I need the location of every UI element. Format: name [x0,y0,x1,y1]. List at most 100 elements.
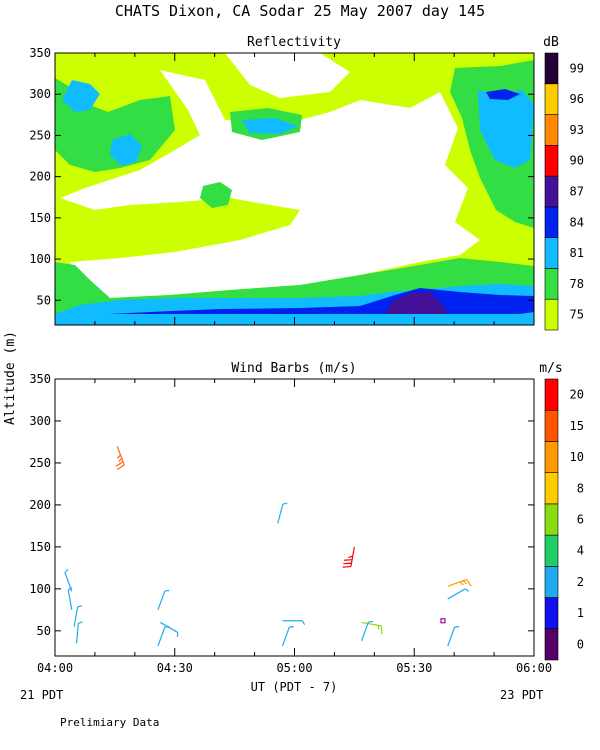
wind-barb [360,620,373,642]
x-sublabel-left: 21 PDT [20,688,63,702]
reflectivity-title: Reflectivity [247,35,341,50]
y-tick-label: 200 [29,170,51,184]
x-tick-label: 04:00 [37,661,73,675]
reflectivity-field [55,53,534,325]
colorbar-label: 96 [570,92,584,106]
wind-barb [73,605,83,627]
wind-barb [157,589,170,611]
field-region-white-top [225,53,350,98]
reflectivity-y-axis: 50 100 150 200 250 300 350 [29,46,534,307]
colorbar-swatch [544,206,559,238]
reflectivity-colorbar: 75 78 81 84 87 90 93 96 99 [544,52,584,331]
wind-frame [54,378,535,657]
wind-barb [75,621,83,644]
colorbar-label: 75 [570,308,584,322]
colorbar-label: 87 [570,185,584,199]
chart-title: CHATS Dixon, CA Sodar 25 May 2007 day 14… [115,2,485,20]
colorbar-swatch [544,472,559,505]
colorbar-swatch [544,237,559,269]
colorbar-label: 78 [570,277,584,291]
field-region-purple-core [385,292,448,314]
wind-barb [361,621,383,635]
wind-barb [447,588,470,600]
y-tick-label: 350 [29,372,51,386]
colorbar-swatch [544,268,559,300]
wind-barb-calm [440,618,446,624]
field-region-blue-upleft [110,134,142,166]
y-tick-label: 150 [29,211,51,225]
colorbar-label: 99 [570,61,584,75]
colorbar-swatch [544,597,559,630]
colorbar-swatch [544,52,559,85]
wind-barbs-panel: Wind Barbs (m/s) Altitude (m) 5010015020… [3,331,584,702]
x-tick-label: 05:00 [276,661,312,675]
field-region-white-upper [60,70,480,298]
y-tick-label: 300 [29,87,51,101]
colorbar-label: 8 [577,481,584,495]
colorbar-label: 93 [570,123,584,137]
colorbar-label: 15 [570,419,584,433]
y-tick-label: 250 [29,128,51,142]
colorbar-swatch [544,534,559,567]
colorbar-swatch [544,145,559,177]
colorbar-label: 4 [577,544,584,558]
x-tick-label: 06:00 [516,661,552,675]
wind-colorbar: 0 1 2 4 6 8 10 15 20 [544,378,584,661]
colorbar-swatch [544,503,559,536]
colorbar-swatch [544,175,559,208]
colorbar-label: 2 [577,575,584,589]
colorbar-swatch [544,114,559,146]
y-tick-label: 200 [29,498,51,512]
wind-colorbar-unit: m/s [539,361,562,376]
colorbar-swatch [544,83,559,115]
y-tick-label: 150 [29,540,51,554]
field-region-darkblue-top [486,89,520,100]
reflectivity-panel: Reflectivity [29,35,584,331]
x-sublabel-right: 23 PDT [500,688,543,702]
wind-barb [160,621,179,637]
colorbar-swatch [544,409,559,442]
wind-barb [157,626,170,647]
colorbar-swatch [544,566,559,598]
colorbar-swatch [544,378,559,411]
reflectivity-x-ticks [54,53,535,325]
wind-barb [281,626,294,647]
wind-title: Wind Barbs (m/s) [231,361,356,376]
y-tick-label: 300 [29,414,51,428]
wind-barb [277,502,288,524]
x-tick-label: 04:30 [157,661,193,675]
wind-barbs [64,445,472,647]
colorbar-label: 90 [570,154,584,168]
y-tick-label: 100 [29,582,51,596]
wind-barb [282,620,306,626]
y-tick-label: 100 [29,252,51,266]
footnote: Prelimiary Data [60,716,159,729]
x-tick-label: 05:30 [396,661,432,675]
wind-x-axis: 04:00 04:30 05:00 05:30 06:00 [37,379,552,675]
wind-barb [447,578,472,587]
colorbar-label: 1 [577,606,584,620]
y-tick-label: 350 [29,46,51,60]
colorbar-swatch [544,441,559,473]
field-region-green-small-core [210,190,224,200]
field-region-blue-mid [242,118,298,134]
field-region-blue-left [62,80,100,112]
colorbar-label: 84 [570,215,584,229]
colorbar-swatch [544,298,559,331]
y-tick-label: 50 [37,624,51,638]
wind-barb [447,626,460,647]
colorbar-label: 10 [570,450,584,464]
colorbar-label: 0 [577,637,584,651]
wind-barb [115,445,125,471]
x-axis-label: UT (PDT - 7) [251,680,338,694]
reflectivity-colorbar-unit: dB [543,35,559,50]
colorbar-swatch [544,628,559,661]
wind-barb [342,546,355,568]
colorbar-label: 81 [570,246,584,260]
wind-y-axis: 50 100 150 200 250 300 350 [29,372,534,638]
field-region-blue-right [478,90,534,168]
wind-barb [67,586,73,610]
y-tick-label: 250 [29,456,51,470]
colorbar-label: 6 [577,513,584,527]
wind-y-axis-label: Altitude (m) [3,331,18,425]
